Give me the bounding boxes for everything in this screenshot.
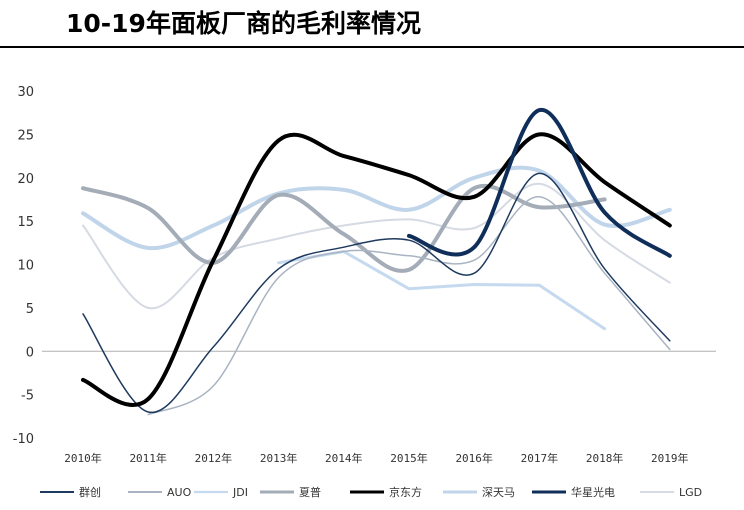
y-tick-label: 15: [17, 215, 34, 230]
series-line-3: [81, 184, 607, 273]
y-tick-label: 30: [17, 85, 34, 100]
x-tick-label: 2011年: [129, 451, 167, 465]
x-tick-label: 2012年: [195, 451, 233, 465]
legend-label: 京东方: [389, 485, 422, 499]
x-tick-label: 2017年: [521, 451, 559, 465]
y-tick-label: 25: [17, 128, 34, 143]
legend-label: 华星光电: [571, 485, 615, 499]
legend: 群创 AUO JDI 夏普 京东方 深天马 华星光电 LGD: [40, 485, 702, 499]
series-line-1: [147, 196, 671, 416]
x-tick-label: 2015年: [390, 451, 428, 465]
series-line-0: [82, 172, 671, 414]
legend-label: 群创: [79, 485, 101, 499]
legend-label: AUO: [167, 486, 192, 499]
x-tick-label: 2018年: [586, 451, 624, 465]
legend-label: JDI: [232, 486, 248, 499]
chart-title: 10-19年面板厂商的毛利率情况: [66, 9, 421, 38]
series-line-6: [407, 108, 672, 258]
legend-label: 深天马: [482, 486, 515, 499]
y-tick-label: 10: [17, 259, 34, 274]
y-axis-ticks: 30 25 20 15 10 5 0 -5 -10: [13, 85, 34, 447]
x-axis-ticks: 2010年 2011年 2012年 2013年 2014年 2015年 2016年 2017年…: [64, 451, 688, 465]
legend-label: LGD: [679, 486, 702, 499]
x-tick-label: 2014年: [325, 451, 363, 465]
series-line-4: [81, 132, 672, 407]
x-tick-label: 2019年: [651, 451, 689, 465]
series-lines: [81, 108, 672, 416]
y-tick-label: -5: [21, 389, 34, 404]
y-tick-label: 20: [17, 172, 34, 187]
title-rule: [0, 46, 744, 48]
y-tick-label: 5: [26, 302, 34, 317]
y-tick-label: -10: [13, 432, 34, 447]
x-tick-label: 2016年: [455, 451, 493, 465]
x-tick-label: 2010年: [64, 451, 102, 465]
x-tick-label: 2013年: [260, 451, 298, 465]
y-tick-label: 0: [26, 345, 34, 360]
legend-label: 夏普: [299, 485, 321, 499]
series-line-5: [81, 165, 672, 251]
